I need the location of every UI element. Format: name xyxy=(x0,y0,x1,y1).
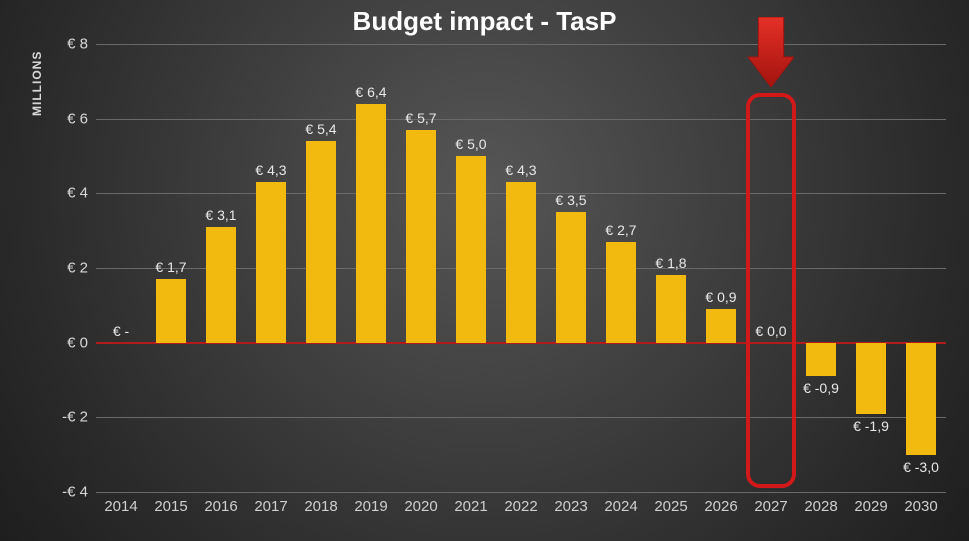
bar xyxy=(256,182,286,343)
bar xyxy=(906,343,936,455)
x-tick-label: 2015 xyxy=(154,492,187,515)
plot-area: -€ 4-€ 2€ 0€ 2€ 4€ 6€ 82014€ -2015€ 1,72… xyxy=(96,44,946,492)
bar xyxy=(656,275,686,342)
highlight-box xyxy=(746,93,796,488)
bar-value-label: € 6,4 xyxy=(355,84,386,100)
bar xyxy=(556,212,586,343)
bar-value-label: € 4,3 xyxy=(505,162,536,178)
bar-value-label: € -3,0 xyxy=(903,459,939,475)
x-tick-label: 2023 xyxy=(554,492,587,515)
bar xyxy=(306,141,336,343)
bar xyxy=(606,242,636,343)
x-tick-label: 2027 xyxy=(754,492,787,515)
x-tick-label: 2021 xyxy=(454,492,487,515)
x-tick-label: 2016 xyxy=(204,492,237,515)
y-tick-label: -€ 4 xyxy=(62,484,96,501)
bar-value-label: € 5,7 xyxy=(405,110,436,126)
y-tick-label: € 0 xyxy=(67,334,96,351)
y-axis-title: MILLIONS xyxy=(30,51,44,116)
x-tick-label: 2030 xyxy=(904,492,937,515)
gridline xyxy=(96,119,946,120)
bar-value-label: € - xyxy=(113,323,129,339)
x-tick-label: 2029 xyxy=(854,492,887,515)
x-tick-label: 2022 xyxy=(504,492,537,515)
x-tick-label: 2025 xyxy=(654,492,687,515)
bar-value-label: € 3,1 xyxy=(205,207,236,223)
y-tick-label: -€ 2 xyxy=(62,409,96,426)
bar-value-label: € 4,3 xyxy=(255,162,286,178)
bar-value-label: € 0,0 xyxy=(755,323,786,339)
x-tick-label: 2024 xyxy=(604,492,637,515)
x-tick-label: 2020 xyxy=(404,492,437,515)
chart-title: Budget impact - TasP xyxy=(0,6,969,37)
y-tick-label: € 8 xyxy=(67,36,96,53)
bar-value-label: € 5,0 xyxy=(455,136,486,152)
bar-value-label: € 5,4 xyxy=(305,121,336,137)
bar-value-label: € 3,5 xyxy=(555,192,586,208)
bar-value-label: € 0,9 xyxy=(705,289,736,305)
x-tick-label: 2019 xyxy=(354,492,387,515)
bar xyxy=(156,279,186,342)
bar xyxy=(856,343,886,414)
bar xyxy=(356,104,386,343)
bar xyxy=(806,343,836,377)
bar xyxy=(406,130,436,343)
y-tick-label: € 4 xyxy=(67,185,96,202)
bar-value-label: € -0,9 xyxy=(803,380,839,396)
gridline xyxy=(96,417,946,418)
bar-value-label: € 2,7 xyxy=(605,222,636,238)
bar xyxy=(506,182,536,343)
bar xyxy=(206,227,236,343)
x-tick-label: 2026 xyxy=(704,492,737,515)
bar-value-label: € -1,9 xyxy=(853,418,889,434)
x-tick-label: 2028 xyxy=(804,492,837,515)
x-tick-label: 2018 xyxy=(304,492,337,515)
y-tick-label: € 6 xyxy=(67,110,96,127)
y-tick-label: € 2 xyxy=(67,260,96,277)
chart-stage: Budget impact - TasP MILLIONS -€ 4-€ 2€ … xyxy=(0,0,969,541)
gridline xyxy=(96,44,946,45)
bar-value-label: € 1,7 xyxy=(155,259,186,275)
x-tick-label: 2017 xyxy=(254,492,287,515)
bar xyxy=(706,309,736,343)
bar-value-label: € 1,8 xyxy=(655,255,686,271)
bar xyxy=(456,156,486,343)
x-tick-label: 2014 xyxy=(104,492,137,515)
